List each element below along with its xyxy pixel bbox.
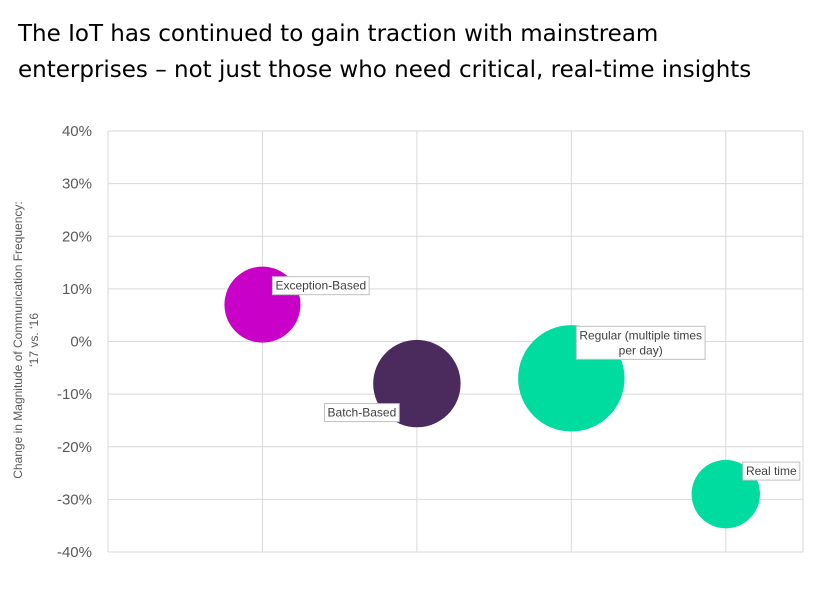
data-label-line: Regular (multiple times xyxy=(579,328,702,342)
y-tick-label: -30% xyxy=(57,491,92,508)
data-label: Batch-Based xyxy=(324,403,400,423)
title-line-2: enterprises – not just those who need cr… xyxy=(18,57,752,83)
y-tick-label: -40% xyxy=(57,544,92,561)
data-label-line: per day) xyxy=(619,343,663,357)
data-label-box xyxy=(271,276,370,296)
y-tick-label: 10% xyxy=(62,281,92,298)
y-tick-label: 30% xyxy=(62,176,92,193)
data-label-line: Exception-Based xyxy=(275,279,366,293)
data-label-text: Regular (multiple times per day) xyxy=(579,328,702,357)
data-label-line: Batch-Based xyxy=(328,406,397,420)
data-label-box xyxy=(324,403,400,423)
chart-title: The IoT has continued to gain traction w… xyxy=(18,16,808,88)
y-tick-label: 20% xyxy=(62,228,92,245)
data-label-text: Batch-Based xyxy=(328,406,397,420)
y-tick-label: 40% xyxy=(62,123,92,140)
data-label-text: Exception-Based xyxy=(275,279,366,293)
y-tick-label: -10% xyxy=(57,386,92,403)
title-line-1: The IoT has continued to gain traction w… xyxy=(18,21,659,47)
y-axis-label-line: Change in Magnitude of Communication Fre… xyxy=(11,201,25,479)
data-label: Real time xyxy=(742,461,801,481)
data-label-text: Real time xyxy=(746,464,797,478)
y-tick-label: -20% xyxy=(57,439,92,456)
y-axis-label-line: ‘17 vs. ‘16 xyxy=(27,313,41,367)
data-label: Exception-Based xyxy=(271,276,370,296)
y-axis-label: Change in Magnitude of Communication Fre… xyxy=(11,201,41,479)
data-label-line: Real time xyxy=(746,464,797,478)
data-label-box xyxy=(742,461,801,481)
y-tick-label: 0% xyxy=(70,334,92,351)
data-label-box xyxy=(575,325,706,360)
data-label: Regular (multiple times per day) xyxy=(575,325,706,360)
